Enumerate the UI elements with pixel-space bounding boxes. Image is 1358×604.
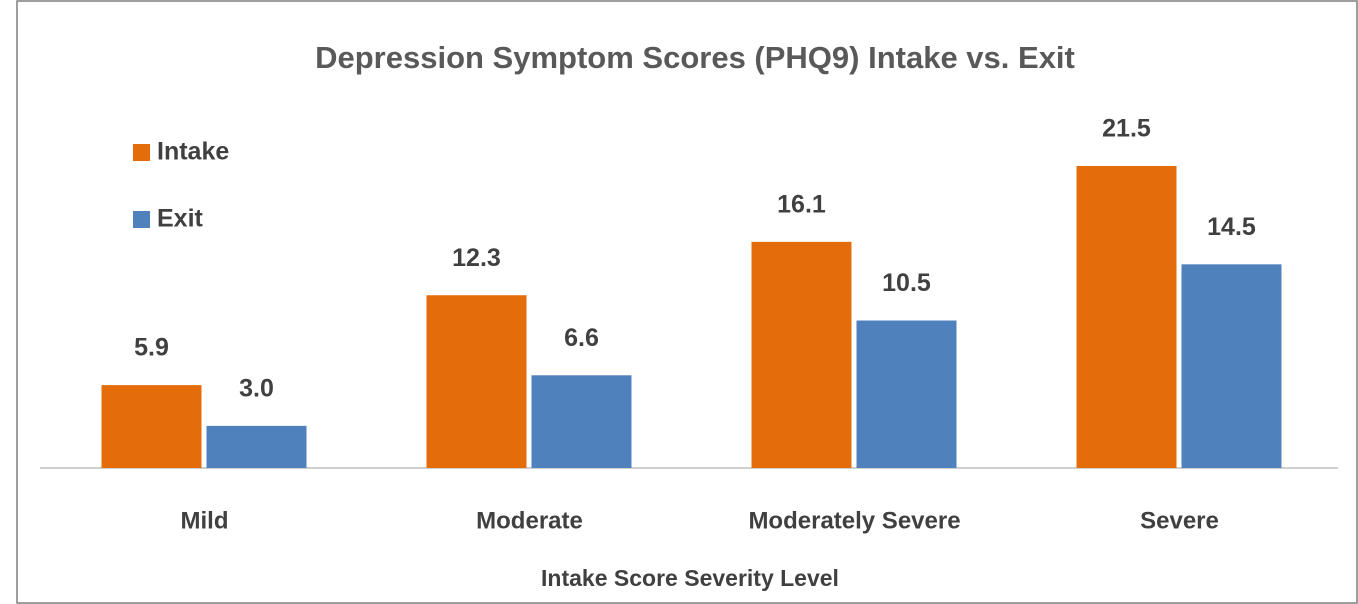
legend-swatch xyxy=(133,144,150,161)
legend-swatch xyxy=(133,211,150,228)
x-tick-label: Moderately Severe xyxy=(748,507,960,534)
bar xyxy=(1181,264,1282,468)
bar xyxy=(426,295,527,468)
x-tick-label: Mild xyxy=(181,507,229,534)
bar xyxy=(751,241,852,468)
x-tick-label: Moderate xyxy=(476,507,583,534)
data-label: 16.1 xyxy=(777,190,826,218)
data-label: 5.9 xyxy=(134,334,169,362)
data-label: 14.5 xyxy=(1207,213,1256,241)
bar xyxy=(101,385,202,468)
legend-label: Exit xyxy=(157,205,204,233)
data-label: 10.5 xyxy=(882,269,931,297)
chart-title: Depression Symptom Scores (PHQ9) Intake … xyxy=(315,40,1075,75)
bar xyxy=(1076,166,1177,468)
data-label: 21.5 xyxy=(1102,115,1151,143)
x-axis-title: Intake Score Severity Level xyxy=(541,565,839,591)
data-label: 3.0 xyxy=(239,374,274,402)
bar xyxy=(206,425,307,468)
data-label: 6.6 xyxy=(564,324,599,352)
bar xyxy=(856,320,957,468)
legend-label: Intake xyxy=(157,138,229,166)
x-tick-label: Severe xyxy=(1140,507,1219,534)
data-label: 12.3 xyxy=(452,244,501,272)
bar xyxy=(531,375,632,468)
